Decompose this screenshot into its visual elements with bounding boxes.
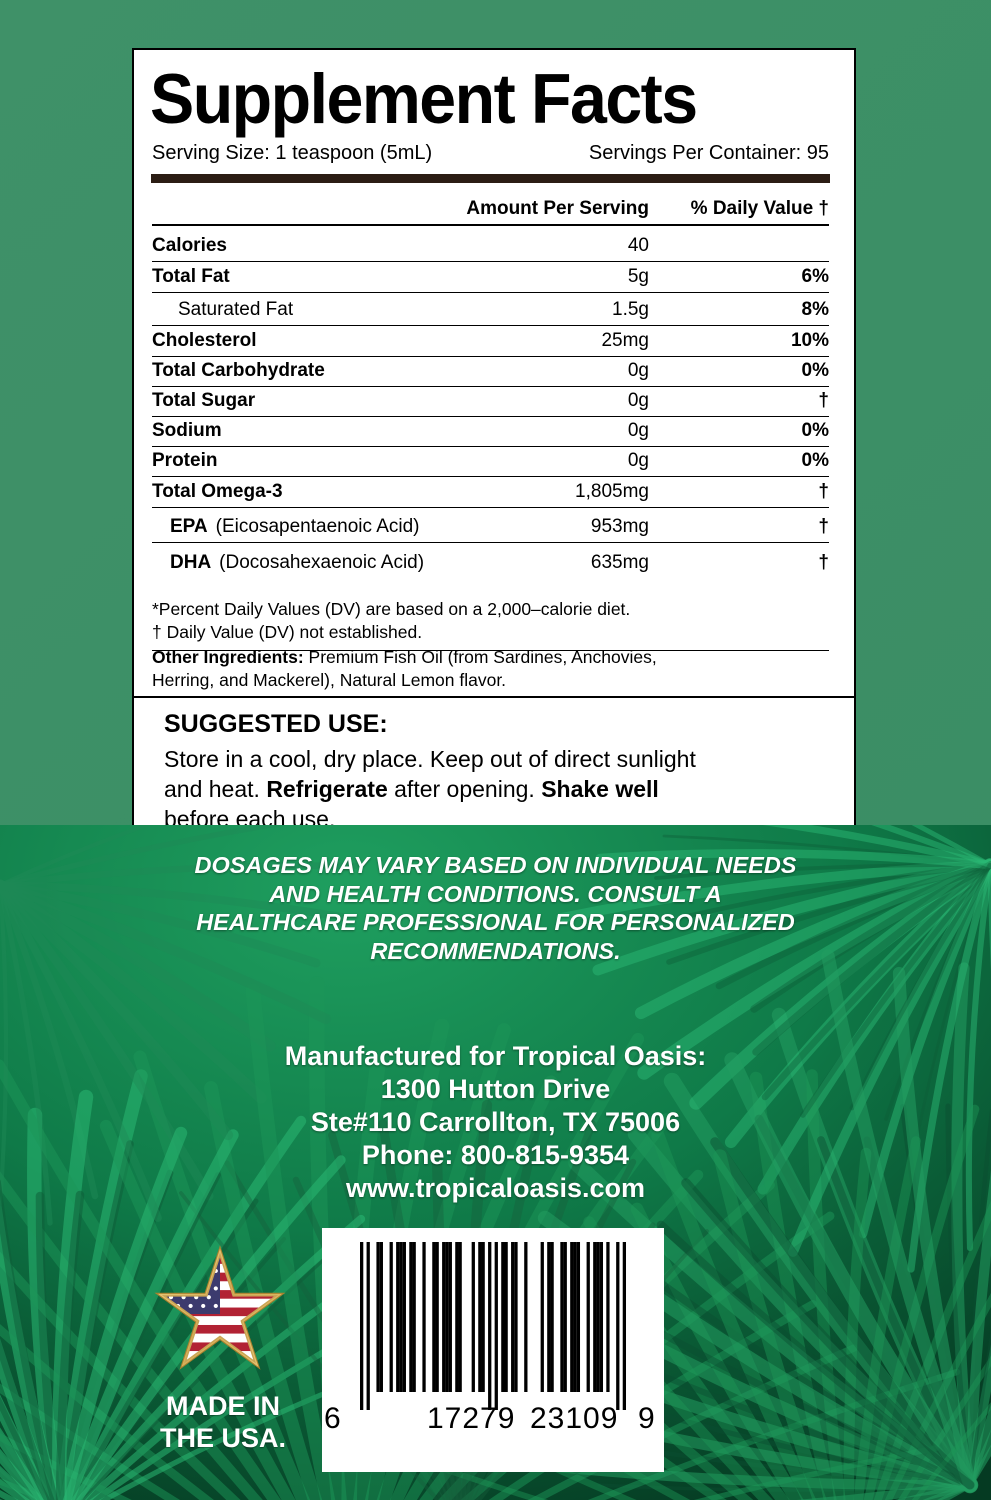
svg-text:9: 9 — [638, 1402, 655, 1435]
svg-text:6: 6 — [324, 1402, 341, 1435]
svg-text:23109: 23109 — [530, 1402, 618, 1435]
svg-text:17279: 17279 — [427, 1402, 515, 1435]
